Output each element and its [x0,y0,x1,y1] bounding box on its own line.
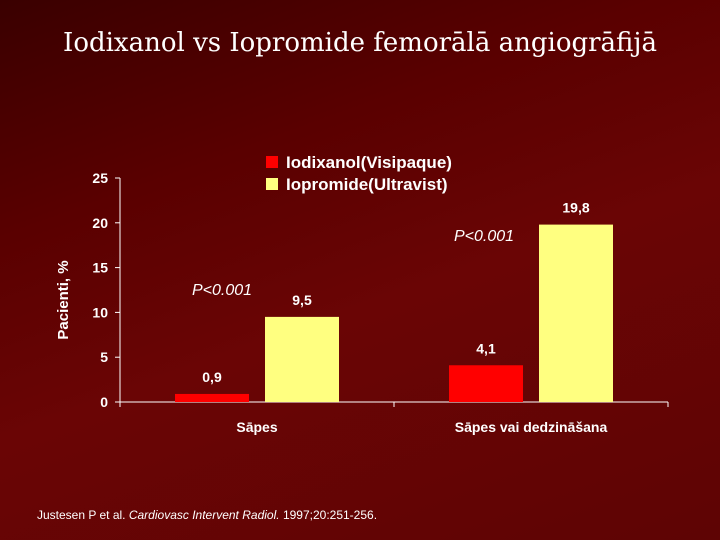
x-tick-label: Sāpes [236,419,277,435]
y-axis-label: Pacienti, % [55,260,72,339]
x-tick-label: Sāpes vai dedzināšana [455,419,608,435]
y-axis: 0 5 10 15 20 25 [92,170,121,410]
bar-iopromide [265,316,339,402]
citation: Justesen P et al. Cardiovasc Intervent R… [37,508,377,522]
legend-swatch [266,178,278,190]
data-labels: 0,9 4,1 9,5 19,8 [202,200,590,385]
slide-title: Iodixanol vs Iopromide femorālā angiogrā… [63,28,657,58]
bars [175,224,613,402]
y-tick-label: 25 [92,170,108,186]
data-label: 4,1 [476,340,496,356]
bar-iodixanol [175,393,249,402]
y-tick-label: 0 [100,394,108,410]
legend-swatch [266,156,278,168]
y-tick-label: 20 [92,215,108,231]
legend-label: Iopromide(Ultravist) [286,175,448,194]
citation-authors: Justesen P et al. [37,508,126,522]
y-tick-label: 5 [100,349,108,365]
bar-iodixanol [449,365,523,402]
data-label: 0,9 [202,369,222,385]
annotations: P<0.001 P<0.001 [192,228,514,299]
citation-journal: Cardiovasc Intervent Radiol. [128,508,280,522]
y-tick-label: 15 [92,260,108,276]
p-value-annotation: P<0.001 [192,282,252,299]
x-axis: Sāpes Sāpes vai dedzināšana [119,401,669,435]
legend-label: Iodixanol(Visipaque) [286,153,452,172]
bar-iopromide [539,224,613,402]
y-tick-label: 10 [92,304,108,320]
data-label: 19,8 [562,200,589,216]
p-value-annotation: P<0.001 [454,228,514,245]
legend: Iodixanol(Visipaque) Iopromide(Ultravist) [266,153,452,194]
citation-details: 1997;20:251-256. [282,508,378,522]
data-label: 9,5 [292,292,312,308]
